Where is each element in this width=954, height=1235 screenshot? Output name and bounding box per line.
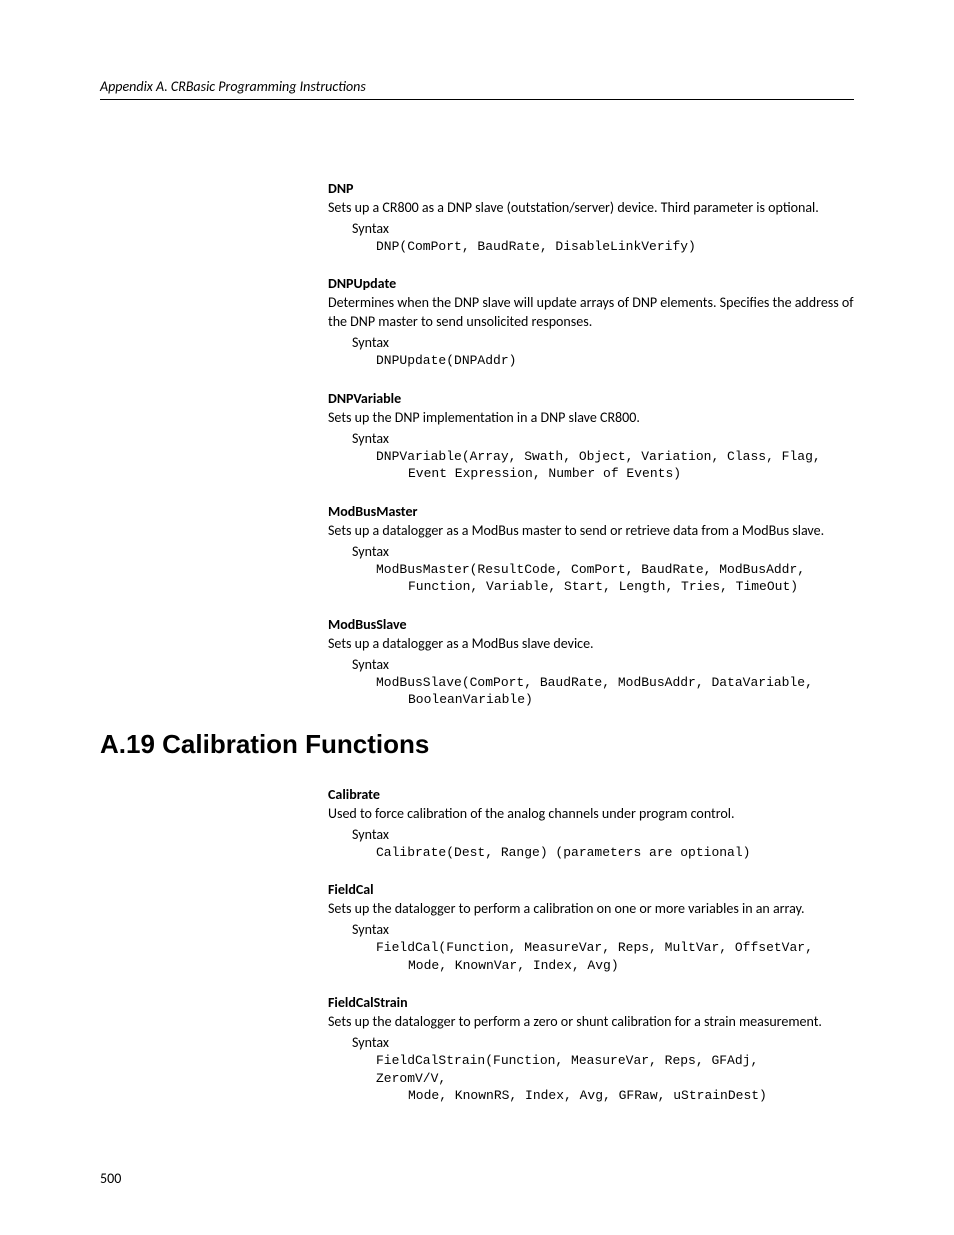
entry-dnpupdate: DNPUpdate Determines when the DNP slave … bbox=[328, 275, 854, 369]
syntax-code: FieldCal(Function, MeasureVar, Reps, Mul… bbox=[376, 939, 854, 974]
syntax-label: Syntax bbox=[352, 430, 854, 447]
entry-title: Calibrate bbox=[328, 786, 854, 803]
entry-desc: Sets up a datalogger as a ModBus slave d… bbox=[328, 635, 854, 654]
entry-title: FieldCal bbox=[328, 881, 854, 898]
entry-modbusmaster: ModBusMaster Sets up a datalogger as a M… bbox=[328, 503, 854, 596]
entry-calibrate: Calibrate Used to force calibration of t… bbox=[328, 786, 854, 861]
entry-dnpvariable: DNPVariable Sets up the DNP implementati… bbox=[328, 390, 854, 483]
syntax-label: Syntax bbox=[352, 656, 854, 673]
syntax-code: DNPUpdate(DNPAddr) bbox=[376, 352, 854, 370]
entry-dnp: DNP Sets up a CR800 as a DNP slave (outs… bbox=[328, 180, 854, 255]
entry-fieldcal: FieldCal Sets up the datalogger to perfo… bbox=[328, 881, 854, 974]
header-text: Appendix A. CRBasic Programming Instruct… bbox=[100, 78, 366, 95]
content-area: DNP Sets up a CR800 as a DNP slave (outs… bbox=[328, 180, 854, 709]
entry-fieldcalstrain: FieldCalStrain Sets up the datalogger to… bbox=[328, 994, 854, 1105]
syntax-code: ModBusSlave(ComPort, BaudRate, ModBusAdd… bbox=[376, 674, 854, 709]
entry-modbusslave: ModBusSlave Sets up a datalogger as a Mo… bbox=[328, 616, 854, 709]
syntax-label: Syntax bbox=[352, 543, 854, 560]
entry-desc: Determines when the DNP slave will updat… bbox=[328, 294, 854, 332]
entry-title: FieldCalStrain bbox=[328, 994, 854, 1011]
syntax-code: DNPVariable(Array, Swath, Object, Variat… bbox=[376, 448, 854, 483]
entry-desc: Sets up the datalogger to perform a cali… bbox=[328, 900, 854, 919]
entry-desc: Sets up the DNP implementation in a DNP … bbox=[328, 409, 854, 428]
syntax-label: Syntax bbox=[352, 334, 854, 351]
entry-desc: Sets up the datalogger to perform a zero… bbox=[328, 1013, 854, 1032]
syntax-code: FieldCalStrain(Function, MeasureVar, Rep… bbox=[376, 1052, 854, 1105]
syntax-code: ModBusMaster(ResultCode, ComPort, BaudRa… bbox=[376, 561, 854, 596]
page-number: 500 bbox=[100, 1170, 121, 1187]
section-heading: A.19 Calibration Functions bbox=[100, 729, 854, 760]
page-header: Appendix A. CRBasic Programming Instruct… bbox=[100, 78, 854, 100]
entry-desc: Used to force calibration of the analog … bbox=[328, 805, 854, 824]
content-area-2: Calibrate Used to force calibration of t… bbox=[328, 786, 854, 1105]
syntax-label: Syntax bbox=[352, 1034, 854, 1051]
syntax-label: Syntax bbox=[352, 921, 854, 938]
entry-title: ModBusSlave bbox=[328, 616, 854, 633]
entry-title: DNPUpdate bbox=[328, 275, 854, 292]
syntax-code: DNP(ComPort, BaudRate, DisableLinkVerify… bbox=[376, 238, 854, 256]
entry-title: DNPVariable bbox=[328, 390, 854, 407]
entry-title: DNP bbox=[328, 180, 854, 197]
entry-desc: Sets up a CR800 as a DNP slave (outstati… bbox=[328, 199, 854, 218]
syntax-label: Syntax bbox=[352, 826, 854, 843]
syntax-code: Calibrate(Dest, Range) (parameters are o… bbox=[376, 844, 854, 862]
syntax-label: Syntax bbox=[352, 220, 854, 237]
entry-desc: Sets up a datalogger as a ModBus master … bbox=[328, 522, 854, 541]
entry-title: ModBusMaster bbox=[328, 503, 854, 520]
